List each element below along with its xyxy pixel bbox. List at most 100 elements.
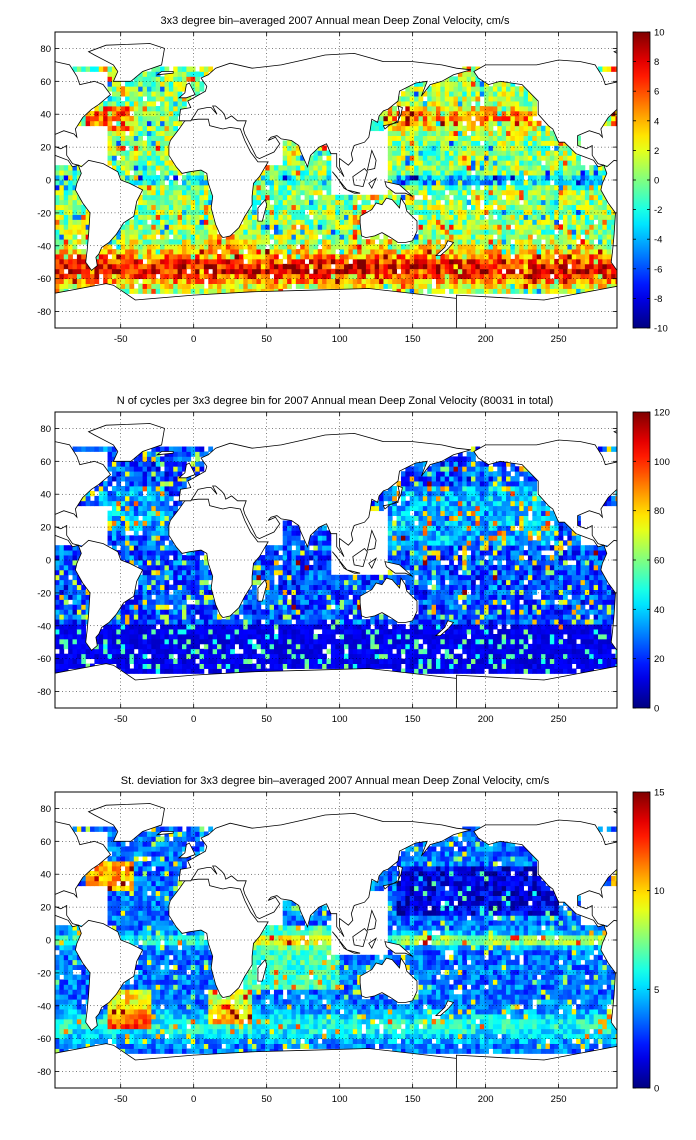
heatmap-bin [120, 91, 126, 97]
heatmap-bin [576, 165, 581, 171]
heatmap-bin [418, 145, 424, 151]
heatmap-bin [55, 214, 60, 220]
heatmap-bin [405, 283, 411, 289]
heatmap-bin [462, 130, 468, 136]
heatmap-bin [348, 244, 354, 250]
heatmap-bin [72, 564, 78, 571]
heatmap-bin [317, 170, 323, 176]
heatmap-bin [387, 130, 393, 136]
heatmap-bin [177, 184, 183, 191]
heatmap-bin [431, 239, 437, 245]
heatmap-bin [602, 239, 608, 245]
heatmap-bin [68, 560, 73, 566]
heatmap-bin [409, 86, 415, 92]
heatmap-bin [405, 244, 411, 250]
heatmap-bin [558, 273, 564, 280]
heatmap-bin [138, 466, 143, 472]
heatmap-bin [374, 254, 380, 260]
heatmap-bin [155, 530, 161, 536]
heatmap-bin [383, 115, 389, 122]
heatmap-bin [414, 91, 419, 97]
heatmap-bin [120, 609, 126, 615]
heatmap-bin [190, 634, 196, 640]
heatmap-bin [615, 120, 617, 127]
heatmap-bin [287, 239, 292, 245]
heatmap-bin [177, 609, 183, 615]
heatmap-bin [256, 219, 262, 225]
heatmap-bin [55, 263, 60, 270]
heatmap-bin [164, 569, 170, 576]
heatmap-bin [243, 224, 249, 230]
heatmap-bin [326, 263, 332, 270]
heatmap-bin [168, 634, 174, 640]
heatmap-bin [532, 273, 538, 280]
heatmap-bin [510, 263, 516, 270]
heatmap-bin [55, 254, 60, 260]
heatmap-bin [457, 189, 463, 196]
heatmap-bin [151, 120, 157, 127]
heatmap-bin [234, 288, 240, 294]
heatmap-bin [506, 288, 511, 294]
heatmap-bin [567, 278, 573, 284]
heatmap-bin [506, 263, 511, 270]
heatmap-bin [138, 155, 143, 161]
heatmap-bin [173, 214, 179, 220]
x-tick-label: 200 [478, 334, 494, 345]
heatmap-bin [427, 239, 433, 245]
heatmap-bin [471, 209, 476, 215]
heatmap-bin [598, 194, 603, 201]
heatmap-bin [431, 268, 437, 275]
heatmap-bin [133, 495, 139, 502]
heatmap-bin [392, 125, 397, 132]
heatmap-bin [182, 569, 187, 576]
heatmap-bin [177, 288, 183, 294]
heatmap-bin [532, 145, 538, 151]
heatmap-bin [457, 288, 463, 294]
heatmap-bin [234, 658, 240, 664]
heatmap-bin [400, 249, 406, 255]
heatmap-bin [501, 91, 507, 97]
heatmap-bin [208, 648, 214, 655]
heatmap-bin [160, 461, 165, 467]
heatmap-bin [422, 209, 428, 215]
heatmap-bin [576, 278, 581, 284]
heatmap-bin [435, 106, 441, 112]
heatmap-bin [282, 170, 288, 176]
heatmap-bin [606, 244, 612, 250]
heatmap-bin [308, 155, 314, 161]
heatmap-bin [55, 545, 60, 551]
heatmap-bin [155, 663, 161, 669]
heatmap-bin [155, 634, 161, 640]
heatmap-bin [142, 214, 148, 220]
heatmap-bin [361, 254, 367, 260]
heatmap-bin [453, 101, 459, 107]
heatmap-bin [133, 540, 139, 546]
heatmap-bin [304, 194, 310, 201]
heatmap-bin [238, 653, 244, 660]
heatmap-bin [466, 120, 472, 127]
heatmap-bin [282, 204, 288, 210]
heatmap-bin [339, 273, 345, 280]
heatmap-bin [151, 550, 157, 556]
heatmap-bin [593, 254, 599, 260]
heatmap-bin [98, 481, 104, 487]
heatmap-bin [72, 604, 78, 610]
heatmap-bin [466, 258, 472, 265]
heatmap-bin [59, 599, 65, 605]
heatmap-bin [164, 574, 170, 581]
heatmap-bin [142, 145, 148, 151]
heatmap-bin [129, 106, 135, 112]
heatmap-bin [195, 219, 200, 225]
heatmap-bin [125, 91, 130, 97]
heatmap-bin [602, 224, 608, 230]
heatmap-bin [449, 268, 454, 275]
heatmap-bin [252, 283, 257, 289]
heatmap-bin [291, 170, 297, 176]
heatmap-bin [125, 125, 130, 132]
heatmap-bin [133, 135, 139, 141]
heatmap-bin [541, 254, 546, 260]
heatmap-bin [444, 180, 450, 186]
heatmap-bin [514, 140, 520, 146]
heatmap-bin [405, 101, 411, 107]
heatmap-bin [68, 638, 73, 645]
